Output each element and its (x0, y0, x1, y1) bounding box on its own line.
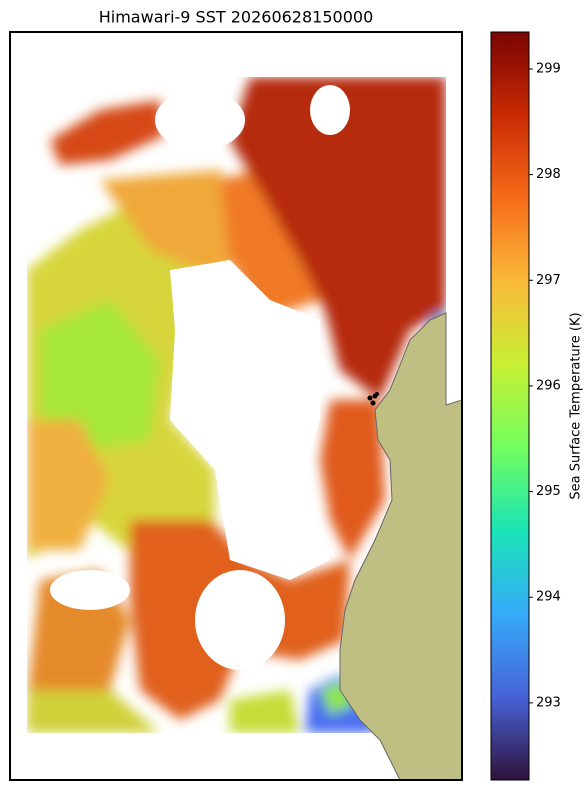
colorbar-gradient (490, 31, 530, 781)
colorbar-tick-label: 293 (536, 695, 561, 710)
colorbar-tick-label: 298 (536, 167, 561, 182)
map-frame (9, 31, 463, 781)
chart-title: Himawari-9 SST 20260628150000 (99, 8, 374, 27)
colorbar-tick-label: 299 (536, 61, 561, 76)
colorbar-tick-label: 295 (536, 484, 561, 499)
sst-field (27, 77, 446, 733)
colorbar-tick-label: 296 (536, 378, 561, 393)
colorbar-tick-label: 294 (536, 590, 561, 605)
colorbar (490, 31, 530, 781)
station-markers (367, 392, 379, 406)
map (9, 31, 463, 781)
colorbar-label: Sea Surface Temperature (K) (569, 312, 584, 499)
colorbar-tick-label: 297 (536, 273, 561, 288)
